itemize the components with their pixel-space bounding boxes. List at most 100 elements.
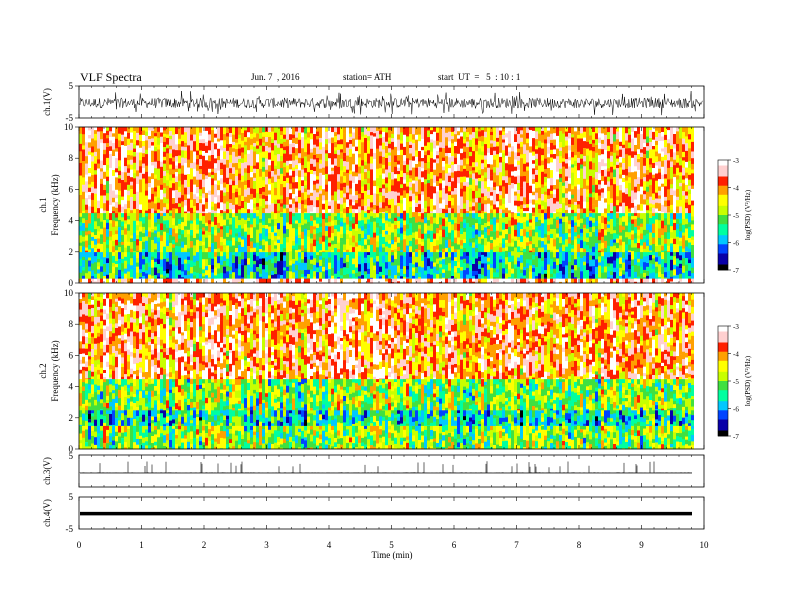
- ch1-spec-cell: [562, 153, 565, 159]
- ch1-spec-cell: [460, 277, 463, 279]
- ch1-spec-cell: [424, 140, 427, 147]
- ch1-spec-cell: [433, 186, 436, 194]
- ch1-spec-cell: [385, 141, 388, 147]
- ch1-spec-cell: [241, 188, 244, 197]
- ch1-spec-cell: [154, 261, 157, 268]
- ch1-spec-cell: [283, 278, 286, 284]
- ch1-spec-cell: [358, 202, 361, 207]
- ch1-spec-cell: [241, 147, 244, 153]
- ch1-spec-cell: [394, 191, 397, 200]
- ch1-spec-cell: [106, 270, 109, 276]
- ch1-spec-cell: [172, 149, 175, 158]
- ch1-spec-cell: [424, 134, 427, 141]
- ch1-spec-cell: [220, 127, 223, 134]
- ch1-spec-cell: [271, 155, 274, 162]
- ch1-spec-cell: [526, 211, 529, 214]
- ch1-spec-cell: [511, 246, 514, 252]
- ch1-spec-cell: [91, 259, 94, 264]
- ch1-spec-cell: [463, 168, 466, 177]
- ch1-spec-cell: [277, 251, 280, 257]
- ch1-spec-cell: [292, 203, 295, 210]
- ch1-spec-cell: [160, 154, 163, 162]
- ch1-spec-cell: [532, 195, 535, 200]
- ch1-spec-cell: [178, 168, 181, 175]
- ch1-spec-cell: [499, 195, 502, 200]
- ch1-spec-cell: [334, 247, 337, 252]
- ch1-spec-cell: [217, 160, 220, 165]
- ch1-spec-cell: [271, 197, 274, 204]
- ch1-spec-cell: [109, 179, 112, 185]
- ch1-spec-cell: [430, 256, 433, 262]
- ch1-spec-cell: [349, 208, 352, 214]
- ch1-spec-cell: [346, 216, 349, 225]
- ch1-spec-cell: [187, 274, 190, 279]
- ch1-spec-cell: [310, 212, 313, 217]
- ch1-spec-cell: [526, 170, 529, 178]
- ch1-spec-cell: [100, 217, 103, 223]
- ch1-spec-cell: [364, 138, 367, 146]
- ch1-spec-cell: [217, 180, 220, 186]
- ch1-spec-cell: [379, 278, 382, 284]
- ch1-spec-cell: [556, 184, 559, 189]
- ch1-spec-cell: [235, 212, 238, 214]
- ch1-spec-cell: [196, 229, 199, 234]
- ch1-spec-cell: [370, 176, 373, 185]
- ch1-spec-cell: [559, 212, 562, 214]
- ch1-spec-cell: [334, 176, 337, 185]
- ch1-spec-cell: [502, 262, 505, 269]
- ch1-spec-cell: [196, 260, 199, 269]
- ch1-spec-cell: [349, 180, 352, 189]
- ch1-spec-cell: [148, 130, 151, 137]
- ch1-spec-cell: [124, 163, 127, 167]
- ch1-spec-cell: [184, 251, 187, 260]
- ch1-spec-cell: [463, 185, 466, 192]
- ch1-spec-cell: [475, 185, 478, 192]
- ch1-spec-cell: [82, 246, 85, 253]
- ch1-spec-cell: [451, 131, 454, 137]
- ch1-spec-cell: [331, 207, 334, 214]
- ch1-spec-cell: [223, 278, 226, 284]
- ch1-spec-cell: [91, 156, 94, 162]
- ch1-spec-cell: [94, 229, 97, 236]
- ch1-spec-cell: [496, 131, 499, 139]
- ch1-spec-cell: [328, 138, 331, 144]
- ch1-spec-cell: [529, 265, 532, 272]
- ch1-spec-cell: [475, 127, 478, 131]
- ch1-spec-cell: [517, 169, 520, 176]
- ch1-spec-cell: [208, 155, 211, 162]
- ch1-spec-cell: [433, 209, 436, 214]
- ch1-spec-cell: [313, 212, 316, 221]
- ch1-spec-cell: [259, 145, 262, 153]
- ch1-spec-cell: [334, 165, 337, 172]
- ch1-spec-cell: [421, 194, 424, 203]
- ch1-spec-cell: [226, 171, 229, 179]
- ch1-spec-cell: [403, 146, 406, 152]
- ch1-spec-cell: [511, 261, 514, 269]
- ch1-spec-cell: [433, 193, 436, 201]
- ch1-spec-cell: [214, 278, 217, 284]
- ch1-spec-cell: [304, 159, 307, 164]
- ch1-spec-cell: [100, 234, 103, 239]
- ch1-spec-cell: [166, 269, 169, 274]
- ch1-spec-cell: [553, 127, 556, 134]
- ch1-spec-cell: [286, 201, 289, 205]
- ch1-spec-cell: [163, 160, 166, 164]
- ch1-spec-cell: [214, 172, 217, 181]
- ch1-spec-cell: [112, 136, 115, 144]
- ch1-spec-cell: [502, 229, 505, 235]
- ch1-spec-cell: [310, 276, 313, 279]
- ch1-spec-cell: [274, 199, 277, 205]
- ch1-spec-cell: [166, 165, 169, 171]
- ch1-spec-cell: [142, 173, 145, 179]
- ch1-spec-cell: [289, 127, 292, 131]
- ch1-spec-cell: [343, 182, 346, 188]
- ch1-spec-cell: [193, 275, 196, 279]
- ch1-spec-cell: [343, 241, 346, 245]
- ch1-spec-cell: [97, 273, 100, 279]
- ch1-spec-cell: [259, 233, 262, 242]
- ch1-spec-cell: [406, 278, 409, 284]
- ch1-spec-cell: [562, 161, 565, 167]
- ch1-spec-cell: [85, 267, 88, 274]
- ch1-spec-cell: [124, 256, 127, 261]
- ch1-spec-cell: [478, 251, 481, 253]
